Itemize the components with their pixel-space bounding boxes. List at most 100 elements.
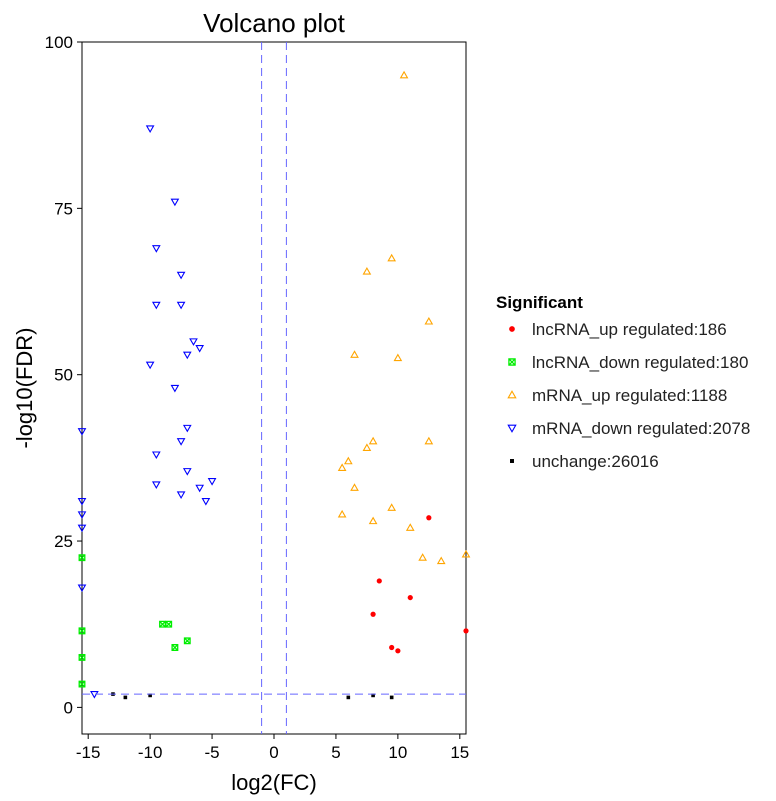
legend-label-unchange: unchange:26016 <box>532 452 659 471</box>
point-lncRNA_up <box>389 644 395 651</box>
point-mRNA_up <box>436 556 446 565</box>
threshold-lines <box>82 42 466 734</box>
point-mRNA_up <box>399 70 409 79</box>
point-mRNA_down <box>176 271 186 280</box>
point-mRNA_down <box>77 511 87 519</box>
point-mRNA_down <box>77 428 87 436</box>
legend-label-mRNA_down: mRNA_down regulated:2078 <box>532 419 750 438</box>
x-tick-label: -5 <box>205 743 220 762</box>
point-mRNA_up <box>362 267 372 275</box>
point-mRNA_up <box>362 443 372 451</box>
y-tick-label: 100 <box>45 33 73 52</box>
point-mRNA_down <box>151 481 161 489</box>
legend-item-mRNA_up: mRNA_up regulated:1188 <box>507 386 727 405</box>
point-mRNA_down <box>77 584 87 593</box>
y-tick-label: 25 <box>54 532 73 551</box>
legend-label-mRNA_up: mRNA_up regulated:1188 <box>532 386 727 405</box>
point-mRNA_down <box>182 351 192 360</box>
point-lncRNA_down <box>183 637 191 645</box>
y-tick-label: 0 <box>64 698 73 717</box>
point-mRNA_down <box>207 478 217 486</box>
point-unchange <box>371 693 375 698</box>
x-tick-label: 5 <box>331 743 340 762</box>
legend-item-mRNA_down: mRNA_down regulated:2078 <box>507 419 750 438</box>
point-mRNA_up <box>393 353 403 362</box>
point-mRNA_up <box>424 316 434 325</box>
y-axis-title: -log10(FDR) <box>12 327 37 448</box>
x-axis-ticks: -15 -10 -5 0 5 10 15 <box>76 734 469 762</box>
legend-label-lncRNA_up: lncRNA_up regulated:186 <box>532 320 727 339</box>
legend-item-lncRNA_down: lncRNA_down regulated:180 <box>508 353 748 372</box>
point-lncRNA_up <box>370 611 376 617</box>
point-unchange <box>123 695 128 700</box>
point-mRNA_down <box>182 424 192 433</box>
point-mRNA_up <box>337 463 347 471</box>
x-tick-label: -10 <box>138 743 163 762</box>
y-tick-label: 75 <box>54 199 73 218</box>
legend-items: lncRNA_up regulated:186 lncRNA_down regul… <box>507 320 750 471</box>
point-mRNA_down <box>195 484 205 493</box>
x-tick-label: -15 <box>76 743 101 762</box>
point-mRNA_down <box>176 438 186 446</box>
point-mRNA_up <box>424 436 434 445</box>
point-mRNA_up <box>387 253 397 262</box>
point-mRNA_down <box>176 301 186 310</box>
series-lncRNA_up <box>370 515 469 654</box>
point-mRNA_down <box>170 198 180 207</box>
point-mRNA_down <box>151 301 161 310</box>
legend-marker-unchange <box>510 459 514 463</box>
point-mRNA_up <box>350 483 359 491</box>
point-lncRNA_down <box>78 654 86 661</box>
x-tick-label: 0 <box>269 743 278 762</box>
point-unchange <box>389 695 394 700</box>
y-axis-ticks: 0 25 50 75 100 <box>45 33 82 717</box>
x-tick-label: 15 <box>450 743 469 762</box>
point-lncRNA_up <box>407 594 413 601</box>
legend-marker-mRNA_up <box>507 390 517 399</box>
point-mRNA_up <box>387 503 397 511</box>
point-mRNA_down <box>151 451 161 460</box>
point-lncRNA_up <box>376 578 382 584</box>
point-mRNA_up <box>368 516 378 525</box>
points-layer <box>77 70 471 700</box>
point-lncRNA_down <box>78 627 86 635</box>
legend-title: Significant <box>496 293 583 312</box>
point-mRNA_down <box>176 491 186 499</box>
point-mRNA_up <box>405 523 415 531</box>
series-mRNA_up <box>337 70 471 565</box>
point-mRNA_down <box>145 361 155 370</box>
point-mRNA_down <box>182 468 192 476</box>
y-tick-label: 50 <box>54 366 73 385</box>
chart-title: Volcano plot <box>203 8 345 38</box>
legend-marker-lncRNA_down <box>508 358 516 366</box>
point-mRNA_down <box>201 498 211 506</box>
point-lncRNA_up <box>395 648 401 654</box>
point-lncRNA_down <box>171 644 179 651</box>
legend-marker-lncRNA_up <box>509 326 515 332</box>
point-mRNA_up <box>461 549 471 558</box>
legend-label-lncRNA_down: lncRNA_down regulated:180 <box>532 353 748 372</box>
point-lncRNA_down <box>78 680 86 688</box>
point-mRNA_up <box>337 509 347 518</box>
point-lncRNA_up <box>463 628 469 634</box>
point-mRNA_down <box>151 245 161 253</box>
point-mRNA_up <box>350 350 359 358</box>
point-mRNA_up <box>418 553 427 561</box>
legend-marker-mRNA_down <box>507 424 517 433</box>
legend: Significant lncRNA_up regulated:186lncRN… <box>496 293 750 471</box>
point-mRNA_down <box>189 338 198 346</box>
plot-area <box>81 41 467 735</box>
point-unchange <box>148 693 152 698</box>
series-mRNA_down <box>77 125 217 699</box>
point-mRNA_up <box>343 456 353 465</box>
x-tick-label: 10 <box>388 743 407 762</box>
point-mRNA_down <box>77 498 87 506</box>
point-lncRNA_down <box>78 554 86 562</box>
point-mRNA_down <box>195 344 205 353</box>
point-mRNA_down <box>145 125 155 134</box>
legend-item-lncRNA_up: lncRNA_up regulated:186 <box>509 320 727 339</box>
point-mRNA_up <box>368 436 378 445</box>
series-lncRNA_down <box>78 554 191 688</box>
legend-item-unchange: unchange:26016 <box>510 452 659 471</box>
x-axis-title: log2(FC) <box>231 770 317 795</box>
